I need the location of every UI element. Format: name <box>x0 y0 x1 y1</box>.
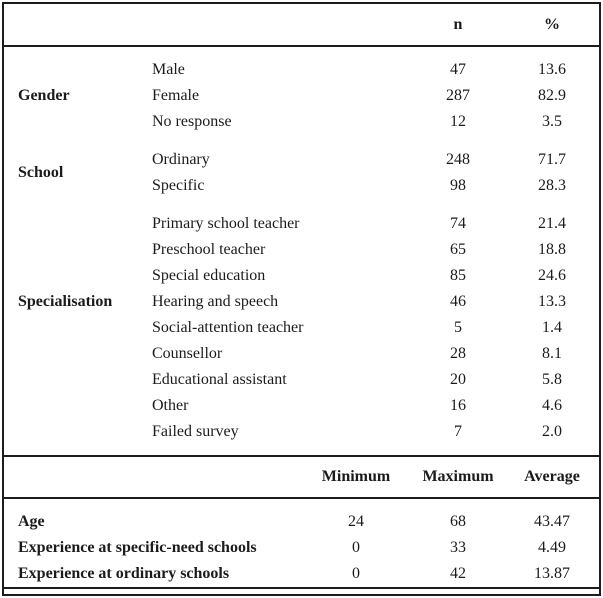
table-row: Experience at specific-need schools 0 33 4.… <box>4 535 599 561</box>
minimum-value-cell: 24 <box>348 513 364 530</box>
n-value-cell: 287 <box>446 87 470 104</box>
category-cell: Hearing and speech <box>152 293 279 310</box>
n-value-cell: 47 <box>450 61 466 78</box>
n-value-cell: 65 <box>450 241 466 258</box>
category-cell: Failed survey <box>152 423 239 440</box>
n-value-cell: 74 <box>450 215 466 232</box>
percent-value-cell: 28.3 <box>538 177 566 194</box>
maximum-value-cell: 68 <box>450 513 466 530</box>
percent-value-cell: 82.9 <box>538 87 566 104</box>
table-row: Age 24 68 43.47 <box>4 509 599 535</box>
category-cell: Other <box>152 397 189 414</box>
table-row: Male 47 13.6 <box>152 57 599 83</box>
group-rows: Male 47 13.6 Female 287 82.9 No response 12 3.5 <box>152 57 599 135</box>
group-rows: Primary school teacher 74 21.4 Preschool te… <box>152 211 599 445</box>
n-value-cell: 12 <box>450 113 466 130</box>
frequency-header-row: n % <box>4 4 599 47</box>
table-row: Social-attention teacher 5 1.4 <box>152 315 599 341</box>
maximum-value-cell: 42 <box>450 565 466 582</box>
average-value-cell: 43.47 <box>534 513 570 530</box>
group-label-cell: School <box>4 147 152 199</box>
table-row: No response 12 3.5 <box>152 109 599 135</box>
minimum-value-cell: 0 <box>352 565 360 582</box>
group-rows: Ordinary 248 71.7 Specific 98 28.3 <box>152 147 599 199</box>
col-header-maximum: Maximum <box>422 468 494 485</box>
table-row: Preschool teacher 65 18.8 <box>152 237 599 263</box>
percent-value-cell: 4.6 <box>542 397 562 414</box>
n-value-cell: 28 <box>450 345 466 362</box>
col-header-n: n <box>453 15 463 33</box>
category-cell: No response <box>152 113 232 130</box>
group-label-cell: Specialisation <box>4 211 152 445</box>
n-value-cell: 7 <box>454 423 462 440</box>
category-cell: Specific <box>152 177 205 194</box>
category-cell: Male <box>152 61 185 78</box>
category-cell: Female <box>152 87 200 104</box>
row-label-cell: Experience at ordinary schools <box>18 565 230 582</box>
table-row: Ordinary 248 71.7 <box>152 147 599 173</box>
average-value-cell: 4.49 <box>538 539 566 556</box>
table-row: Primary school teacher 74 21.4 <box>152 211 599 237</box>
maximum-value-cell: 33 <box>450 539 466 556</box>
percent-value-cell: 71.7 <box>538 151 566 168</box>
n-value-cell: 5 <box>454 319 462 336</box>
n-value-cell: 248 <box>446 151 470 168</box>
table-row: Experience at ordinary schools 0 42 13.87 <box>4 561 599 587</box>
category-cell: Ordinary <box>152 151 210 168</box>
table-row: Educational assistant 20 5.8 <box>152 367 599 393</box>
category-cell: Educational assistant <box>152 371 287 388</box>
category-cell: Preschool teacher <box>152 241 266 258</box>
row-label-cell: Age <box>18 513 45 530</box>
row-label-cell: Experience at specific-need schools <box>18 539 257 556</box>
col-header-percent: % <box>544 15 560 33</box>
frequency-table-body: Gender Male 47 13.6 Female 287 82.9 No response… <box>4 47 599 455</box>
category-group: School Ordinary 248 71.7 Specific 98 28.3 <box>4 147 599 199</box>
col-header-minimum: Minimum <box>321 468 391 485</box>
percent-value-cell: 21.4 <box>538 215 566 232</box>
category-group: Specialisation Primary school teacher 74 21… <box>4 211 599 445</box>
group-label-cell: Gender <box>4 57 152 135</box>
range-header-row: Minimum Maximum Average <box>4 455 599 499</box>
percent-value-cell: 13.6 <box>538 61 566 78</box>
table-row: Other 16 4.6 <box>152 393 599 419</box>
percent-value-cell: 18.8 <box>538 241 566 258</box>
group-label: Gender <box>18 87 70 104</box>
average-value-cell: 13.87 <box>534 565 570 582</box>
table-row: Female 287 82.9 <box>152 83 599 109</box>
col-header-average: Average <box>524 468 580 485</box>
percent-value-cell: 3.5 <box>542 113 562 130</box>
percent-value-cell: 13.3 <box>538 293 566 310</box>
percent-value-cell: 5.8 <box>542 371 562 388</box>
n-value-cell: 20 <box>450 371 466 388</box>
category-cell: Counsellor <box>152 345 223 362</box>
group-label: Specialisation <box>18 293 113 310</box>
table-row: Specific 98 28.3 <box>152 173 599 199</box>
table-row: Counsellor 28 8.1 <box>152 341 599 367</box>
n-value-cell: 85 <box>450 267 466 284</box>
category-cell: Social-attention teacher <box>152 319 304 336</box>
category-cell: Primary school teacher <box>152 215 300 232</box>
percent-value-cell: 2.0 <box>542 423 562 440</box>
percent-value-cell: 8.1 <box>542 345 562 362</box>
percent-value-cell: 24.6 <box>538 267 566 284</box>
table-row: Failed survey 7 2.0 <box>152 419 599 445</box>
category-cell: Special education <box>152 267 266 284</box>
minimum-value-cell: 0 <box>352 539 360 556</box>
range-table-body: Age 24 68 43.47 Experience at specific-need … <box>4 499 599 589</box>
group-label: School <box>18 164 64 181</box>
table-row: Special education 85 24.6 <box>152 263 599 289</box>
category-group: Gender Male 47 13.6 Female 287 82.9 No response… <box>4 57 599 135</box>
n-value-cell: 16 <box>450 397 466 414</box>
table-row: Hearing and speech 46 13.3 <box>152 289 599 315</box>
percent-value-cell: 1.4 <box>542 319 562 336</box>
n-value-cell: 46 <box>450 293 466 310</box>
n-value-cell: 98 <box>450 177 466 194</box>
